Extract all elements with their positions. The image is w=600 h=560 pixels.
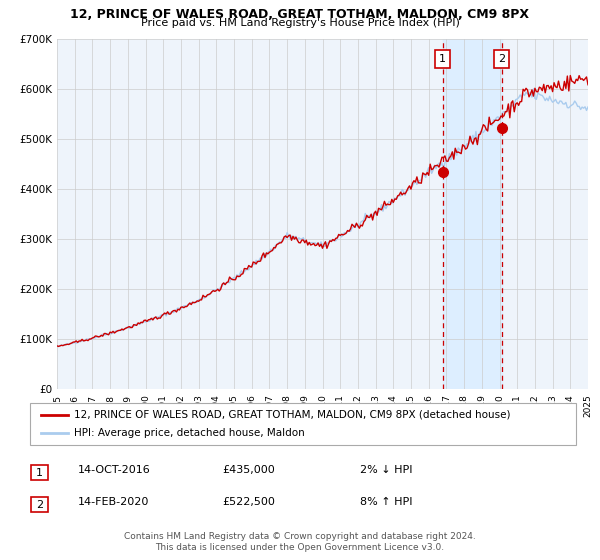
Text: Price paid vs. HM Land Registry's House Price Index (HPI): Price paid vs. HM Land Registry's House … — [140, 18, 460, 29]
Text: 2: 2 — [498, 54, 505, 64]
Text: 1: 1 — [36, 468, 43, 478]
Text: Contains HM Land Registry data © Crown copyright and database right 2024.
This d: Contains HM Land Registry data © Crown c… — [124, 532, 476, 552]
Text: £435,000: £435,000 — [222, 465, 275, 475]
FancyBboxPatch shape — [31, 465, 48, 480]
Text: 12, PRINCE OF WALES ROAD, GREAT TOTHAM, MALDON, CM9 8PX: 12, PRINCE OF WALES ROAD, GREAT TOTHAM, … — [71, 8, 530, 21]
Text: £522,500: £522,500 — [222, 497, 275, 507]
FancyBboxPatch shape — [31, 497, 48, 512]
Text: 2% ↓ HPI: 2% ↓ HPI — [360, 465, 413, 475]
FancyBboxPatch shape — [30, 403, 576, 445]
Text: 8% ↑ HPI: 8% ↑ HPI — [360, 497, 413, 507]
Text: HPI: Average price, detached house, Maldon: HPI: Average price, detached house, Mald… — [74, 428, 304, 438]
Text: 12, PRINCE OF WALES ROAD, GREAT TOTHAM, MALDON, CM9 8PX (detached house): 12, PRINCE OF WALES ROAD, GREAT TOTHAM, … — [74, 410, 510, 420]
Text: 1: 1 — [439, 54, 446, 64]
Text: 14-FEB-2020: 14-FEB-2020 — [78, 497, 149, 507]
Bar — [443, 39, 502, 389]
Text: 2: 2 — [36, 500, 43, 510]
Text: 14-OCT-2016: 14-OCT-2016 — [78, 465, 151, 475]
